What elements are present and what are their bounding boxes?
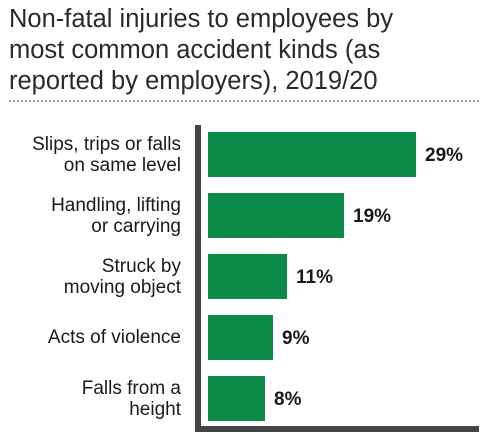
category-label-line: or carrying xyxy=(91,215,181,237)
x-axis-line xyxy=(195,426,479,432)
bar xyxy=(208,376,265,421)
chart-title-line: reported by employers), 2019/20 xyxy=(9,67,378,95)
chart-title-line: Non-fatal injuries to employees by xyxy=(9,5,394,33)
y-axis-line xyxy=(195,125,201,432)
title-divider xyxy=(9,100,479,102)
bar xyxy=(208,254,287,299)
category-label-line: Handling, lifting xyxy=(51,194,181,216)
category-label-line: Acts of violence xyxy=(47,327,181,348)
bar xyxy=(208,132,416,177)
bar xyxy=(208,193,344,238)
category-label: Slips, trips or falls on same level xyxy=(0,134,181,176)
bar-value-label: 9% xyxy=(282,328,310,349)
chart-title: Non-fatal injuries to employees by most … xyxy=(9,4,479,97)
chart-title-line: most common accident kinds (as xyxy=(9,36,381,64)
bar-value-label: 8% xyxy=(274,389,302,410)
category-label-line: moving object xyxy=(63,276,181,298)
category-label: Struck by moving object xyxy=(0,256,181,298)
bar xyxy=(208,315,273,360)
category-label-line: on same level xyxy=(63,154,181,176)
bar-value-label: 29% xyxy=(425,145,464,166)
category-label: Falls from a height xyxy=(0,378,181,420)
category-label-line: Falls from a xyxy=(81,377,181,399)
category-label-line: height xyxy=(129,398,181,420)
category-label-line: Slips, trips or falls xyxy=(32,133,181,155)
category-label-line: Struck by xyxy=(101,255,181,277)
category-label: Acts of violence xyxy=(0,327,181,348)
category-label: Handling, lifting or carrying xyxy=(0,195,181,237)
bar-value-label: 11% xyxy=(296,267,333,288)
bar-value-label: 19% xyxy=(353,206,392,227)
